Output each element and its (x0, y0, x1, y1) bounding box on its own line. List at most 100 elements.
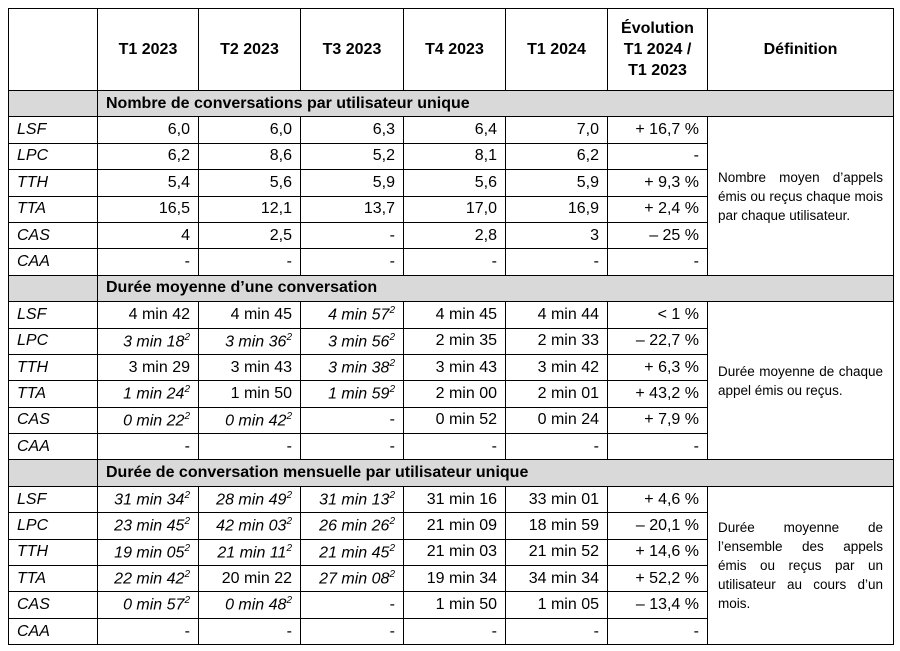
header-row: T1 2023 T2 2023 T3 2023 T4 2023 T1 2024 Évolu… (8, 8, 894, 91)
row-label: LPC (8, 142, 98, 171)
footnote-mark: 2 (184, 331, 190, 343)
cell: 3 min 382 (300, 353, 404, 382)
cell: + 2,4 % (607, 195, 708, 223)
cell-text: 21 min 45 (319, 544, 390, 561)
cell: 18 min 59 (505, 512, 608, 540)
cell: 1 min 05 (505, 591, 608, 619)
cell: 28 min 492 (198, 485, 301, 514)
section-spacer (8, 89, 98, 118)
cell: 2 min 35 (403, 327, 506, 355)
column-header: T4 2023 (403, 8, 506, 91)
footnote-mark: 2 (184, 542, 190, 554)
cell: 33 min 01 (505, 485, 608, 514)
cell: 4 min 45 (198, 301, 301, 329)
column-header: Évolution T1 2024 / T1 2023 (607, 8, 708, 91)
row-label: CAS (8, 591, 98, 619)
cell: - (403, 617, 506, 646)
definition: Nombre moyen d’appels émis ou reçus chaq… (707, 116, 894, 276)
data-row: LSF 6,0 6,0 6,3 6,4 7,0 + 16,7 % Nombre moyen d… (8, 116, 894, 276)
corner-cell (8, 8, 98, 91)
definition: Durée moyenne de l’ensemble des appels é… (707, 485, 894, 646)
data-row: TTA 1 min 242 1 min 50 1 min 592 2 min 00 2 m… (8, 380, 894, 408)
cell: - (300, 406, 404, 435)
cell: + 43,2 % (607, 380, 708, 408)
cell: 3 (505, 221, 608, 250)
cell: 8,1 (403, 142, 506, 171)
cell-text: 0 min 48 (225, 596, 287, 614)
cell: 0 min 222 (97, 406, 199, 435)
footnote-mark: 2 (286, 331, 292, 343)
cell: 42 min 032 (198, 512, 301, 540)
footnote-mark: 2 (389, 569, 395, 581)
footnote-mark: 2 (286, 410, 292, 422)
data-row: LPC 6,2 8,6 5,2 8,1 6,2- (8, 142, 894, 171)
footnote-mark: 2 (286, 542, 292, 554)
cell: 23 min 452 (97, 512, 199, 540)
cell: 27 min 082 (300, 565, 404, 593)
footnote-mark: 2 (184, 516, 190, 528)
cell: 19 min 052 (97, 538, 199, 567)
cell: + 14,6 % (607, 538, 708, 567)
cell: - (403, 248, 506, 276)
row-label: TTH (8, 538, 98, 567)
row-label: CAA (8, 433, 98, 461)
column-header: T1 2024 (505, 8, 608, 91)
cell-text: 1 min 24 (123, 385, 185, 403)
definition: Durée moyenne de chaque appel émis ou re… (707, 301, 894, 461)
column-header: T2 2023 (198, 8, 301, 91)
cell: + 9,3 % (607, 169, 708, 197)
cell: - (505, 433, 608, 461)
footnote-mark: 2 (389, 357, 395, 369)
cell: - (300, 433, 404, 461)
cell: - (403, 433, 506, 461)
cell: 2 min 00 (403, 380, 506, 408)
cell: 22 min 422 (97, 565, 199, 593)
cell: 19 min 34 (403, 565, 506, 593)
cell: 6,0 (97, 116, 199, 144)
cell: 26 min 262 (300, 512, 404, 540)
cell: 21 min 452 (300, 538, 404, 567)
cell: - (505, 248, 608, 276)
cell: 5,6 (198, 169, 301, 197)
cell: 3 min 42 (505, 353, 608, 382)
cell: 8,6 (198, 142, 301, 171)
cell: - (300, 617, 404, 646)
cell-text: 19 min 05 (114, 544, 185, 561)
cell: 5,6 (403, 169, 506, 197)
cell: 3 min 182 (97, 327, 199, 355)
cell: 17,0 (403, 195, 506, 223)
cell: - (607, 142, 708, 171)
cell: 21 min 52 (505, 538, 608, 567)
footnote-mark: 2 (389, 516, 395, 528)
cell-text: 31 min 34 (114, 491, 185, 509)
cell: – 22,7 % (607, 327, 708, 355)
cell: 4 min 42 (97, 301, 199, 329)
cell: 2,8 (403, 221, 506, 250)
cell: 4 min 572 (300, 301, 404, 329)
cell: + 52,2 % (607, 565, 708, 593)
cell-text: 28 min 49 (216, 491, 287, 509)
cell-text: 3 min 18 (123, 332, 185, 350)
row-label: TTA (8, 380, 98, 408)
row-label: LPC (8, 327, 98, 355)
cell: + 7,9 % (607, 406, 708, 435)
data-row: TTH 5,4 5,6 5,9 5,6 5,9 + 9,3 % (8, 169, 894, 197)
cell-text: 27 min 08 (319, 570, 390, 588)
cell: 13,7 (300, 195, 404, 223)
cell: - (607, 248, 708, 276)
cell: 1 min 50 (198, 380, 301, 408)
footnote-mark: 2 (389, 384, 395, 396)
cell: < 1 % (607, 301, 708, 329)
data-row: TTA 22 min 422 20 min 22 27 min 082 19 min 3… (8, 565, 894, 593)
footnote-mark: 2 (184, 410, 190, 422)
cell: 3 min 362 (198, 327, 301, 355)
section-row: Durée moyenne d’une conversation (8, 274, 894, 303)
section-spacer (8, 459, 98, 487)
footnote-mark: 2 (184, 489, 190, 501)
data-row: LPC 23 min 452 42 min 032 26 min 262 21 min … (8, 512, 894, 540)
cell: - (198, 248, 301, 276)
cell: 2 min 01 (505, 380, 608, 408)
footnote-mark: 2 (389, 331, 395, 343)
footnote-mark: 2 (389, 542, 395, 554)
